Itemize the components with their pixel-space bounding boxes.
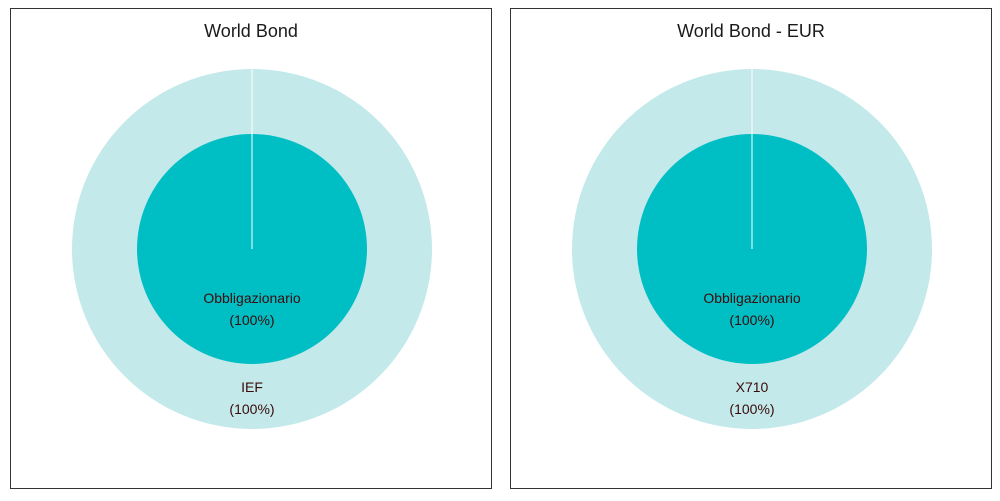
- outer-slice-percent: (100%): [229, 401, 274, 417]
- inner-slice-label: Obbligazionario: [703, 290, 800, 306]
- inner-slice-percent: (100%): [729, 312, 774, 328]
- chart-title: World Bond - EUR: [677, 21, 825, 41]
- donut-chart: Obbligazionario (100%) IEF (100%): [72, 69, 432, 429]
- outer-slice-label: IEF: [241, 379, 263, 395]
- chart-title: World Bond: [204, 21, 298, 41]
- outer-slice-label: X710: [736, 379, 769, 395]
- inner-slice-percent: (100%): [229, 312, 274, 328]
- donut-chart: Obbligazionario (100%) X710 (100%): [572, 69, 932, 429]
- chart-panel-world-bond-eur: World Bond - EUR Obbligazionario (100%) …: [510, 8, 992, 489]
- outer-slice-percent: (100%): [729, 401, 774, 417]
- chart-panel-world-bond: World Bond Obbligazionario (100%) IEF (1…: [10, 8, 492, 489]
- inner-slice-label: Obbligazionario: [203, 290, 300, 306]
